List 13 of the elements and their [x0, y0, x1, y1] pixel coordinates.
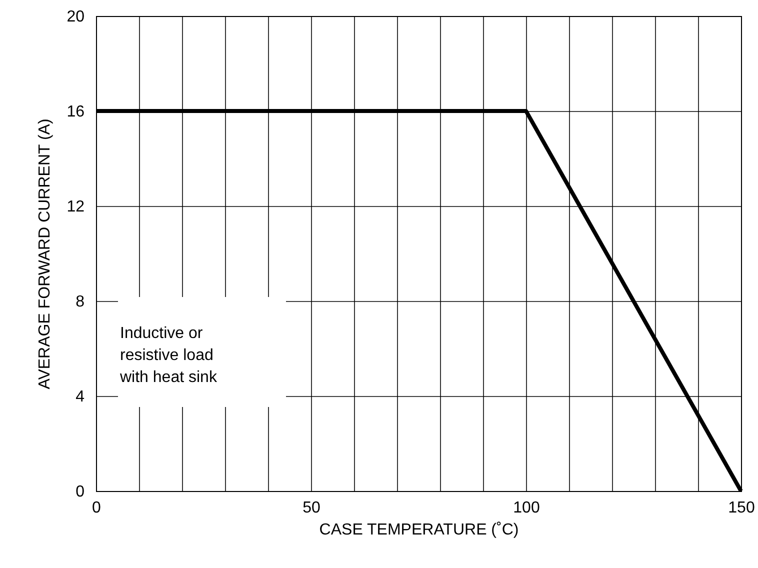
y-tick-label: 8 — [76, 294, 85, 310]
y-tick-label: 12 — [66, 198, 85, 216]
y-tick-label: 16 — [66, 104, 85, 120]
x-tick-label: 0 — [92, 500, 102, 516]
y-tick-label: 4 — [76, 388, 85, 406]
note-box: Inductive or resistive load with heat sink — [118, 297, 286, 407]
y-tick-label: 20 — [66, 8, 85, 26]
x-tick-label: 150 — [728, 500, 755, 516]
y-tick-label: 0 — [76, 484, 85, 500]
x-axis-title: CASE TEMPERATURE (˚C) — [319, 522, 519, 538]
x-tick-label: 50 — [302, 500, 320, 516]
y-axis-title: AVERAGE FORWARD CURRENT (A) — [36, 118, 54, 390]
x-tick-label: 100 — [513, 500, 540, 516]
